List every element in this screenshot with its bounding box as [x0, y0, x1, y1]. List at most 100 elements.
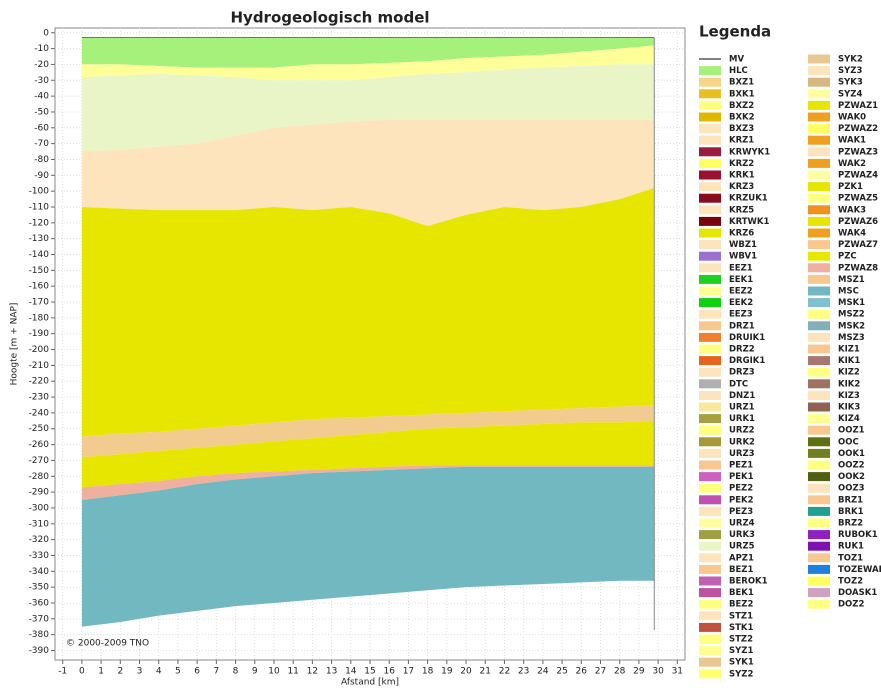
layer	[81, 64, 655, 152]
legend-swatch	[699, 553, 721, 563]
legend-label: PZWAZ4	[838, 171, 878, 181]
legend-swatch	[699, 379, 721, 389]
legend-label: EEK2	[729, 298, 753, 308]
legend-label: PEK2	[729, 495, 754, 505]
legend-label: PZWAZ5	[838, 194, 878, 204]
legend-swatch	[699, 622, 721, 632]
x-tick-label: 23	[518, 667, 529, 677]
legend-label: EEZ2	[729, 287, 753, 297]
y-axis-label: Hoogte [m + NAP]	[10, 303, 20, 386]
legend-swatch	[699, 158, 721, 168]
legend-label: BRZ1	[838, 495, 863, 505]
y-tick-label: -150	[29, 266, 50, 276]
legend-swatch	[699, 124, 721, 134]
legend-swatch	[699, 564, 721, 574]
layer	[81, 119, 655, 226]
x-tick-label: 30	[652, 667, 664, 677]
legend-swatch	[699, 506, 721, 516]
x-tick-label: 20	[460, 667, 472, 677]
legend-label: KIZ4	[838, 414, 860, 424]
legend-label: OOC	[838, 437, 859, 447]
y-tick-label: -310	[29, 519, 50, 529]
legend-swatch	[699, 483, 721, 493]
y-tick-label: -300	[29, 503, 50, 513]
x-tick-label: 18	[422, 667, 434, 677]
x-tick-label: 26	[576, 667, 588, 677]
legend-label: BRK1	[838, 507, 864, 517]
y-tick-label: -170	[29, 298, 50, 308]
y-tick-label: -200	[29, 345, 50, 355]
y-tick-label: -140	[29, 250, 50, 260]
legend-label: OOK2	[838, 472, 865, 482]
legend-swatch	[699, 669, 721, 679]
legend-swatch	[699, 240, 721, 250]
y-tick-label: -390	[29, 646, 50, 656]
legend-label: MSZ2	[838, 310, 865, 320]
legend-label: BXZ3	[729, 124, 754, 134]
legend-swatch	[699, 147, 721, 157]
legend-swatch	[699, 472, 721, 482]
legend-swatch	[699, 390, 721, 400]
layer	[81, 404, 655, 458]
legend-label: EEK1	[729, 275, 753, 285]
legend-swatch	[808, 506, 830, 516]
legend-label: KRZUK1	[729, 194, 768, 204]
x-tick-label: 3	[137, 667, 143, 677]
legend-label: STZ2	[729, 635, 753, 645]
legend-label: PZWAZ3	[838, 147, 878, 157]
legend-label: DNZ1	[729, 391, 755, 401]
legend-swatch	[808, 448, 830, 458]
y-tick-label: -220	[29, 377, 50, 387]
legend-label: URK1	[729, 414, 755, 424]
legend-swatch	[808, 170, 830, 180]
legend-swatch	[699, 367, 721, 377]
legend-label: KRWYK1	[729, 147, 770, 157]
x-tick-label: 16	[383, 667, 395, 677]
legend-label: TOZEWAK1	[838, 565, 881, 575]
chart-title: Hydrogeologisch model	[230, 9, 429, 27]
y-tick-label: -80	[34, 155, 49, 165]
x-tick-label: -1	[58, 667, 67, 677]
y-tick-label: -270	[29, 456, 50, 466]
legend-swatch	[699, 298, 721, 308]
legend-swatch	[808, 495, 830, 505]
y-tick-label: 0	[43, 28, 49, 38]
legend-label: URZ3	[729, 449, 755, 459]
legend-swatch	[699, 274, 721, 284]
legend-label: SYZ4	[838, 89, 862, 99]
layer	[81, 37, 655, 68]
legend-swatch	[808, 483, 830, 493]
legend-swatch	[808, 286, 830, 296]
legend-label: BEZ1	[729, 565, 753, 575]
x-tick-label: 27	[595, 667, 606, 677]
legend-label: WBZ1	[729, 240, 757, 250]
legend-swatch	[808, 356, 830, 366]
legend-swatch	[808, 344, 830, 354]
layer	[81, 465, 655, 501]
y-tick-label: -120	[29, 218, 50, 228]
legend-label: PEK1	[729, 472, 754, 482]
legend-swatch	[808, 541, 830, 551]
legend-swatch	[808, 460, 830, 470]
x-tick-label: 5	[175, 667, 181, 677]
legend-label: DRZ2	[729, 345, 755, 355]
legend-swatch	[699, 89, 721, 99]
legend-swatch	[699, 332, 721, 342]
legend-label: SYK1	[729, 658, 754, 668]
legend-label: BXK1	[729, 89, 755, 99]
y-tick-label: -20	[34, 60, 49, 70]
y-tick-label: -350	[29, 583, 50, 593]
legend-swatch	[699, 495, 721, 505]
y-tick-label: -370	[29, 614, 50, 624]
layer	[81, 45, 655, 81]
legend-swatch	[699, 135, 721, 145]
legend-label: KRZ1	[729, 136, 754, 146]
legend-label: KRTWK1	[729, 217, 770, 227]
legend-label: BEROK1	[729, 577, 768, 587]
legend-swatch	[808, 124, 830, 134]
legend-label: KIZ1	[838, 345, 860, 355]
x-tick-label: 8	[233, 667, 239, 677]
legend-label: KIZ2	[838, 368, 860, 378]
legend-swatch	[808, 367, 830, 377]
y-tick-label: -240	[29, 408, 50, 418]
